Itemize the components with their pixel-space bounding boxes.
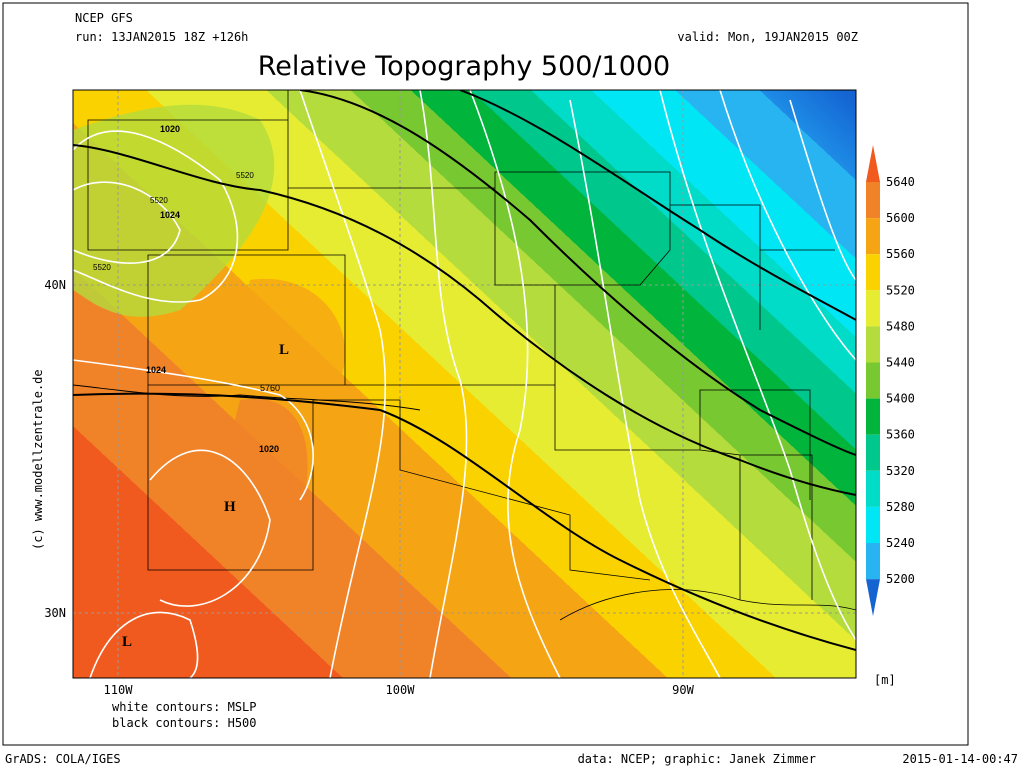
model: NCEP GFS	[75, 11, 133, 25]
colorbar-box	[866, 506, 880, 543]
colorbar-label: 5600	[886, 211, 915, 225]
map-label: 5760	[260, 383, 280, 393]
map-label: L	[122, 634, 132, 650]
colorbar-label: 5400	[886, 392, 915, 406]
credit: (c) www.modellzentrale.de	[31, 369, 45, 550]
map-label: 5520	[93, 263, 111, 272]
colorbar-label: 5480	[886, 319, 915, 333]
field-patch	[220, 398, 308, 541]
colorbar-unit: [m]	[874, 673, 896, 687]
colorbar-label: 5280	[886, 500, 915, 514]
colorbar-box	[866, 182, 880, 219]
legend: black contours: H500	[112, 716, 257, 730]
colorbar: 5640 5600 5560 5520 5480 5440 5400 5360 5320 5280…	[866, 145, 915, 617]
colorbar-label: 5360	[886, 428, 915, 442]
valid: valid: Mon, 19JAN2015 00Z	[677, 30, 858, 44]
map-label: 5520	[236, 171, 254, 180]
footer-left: GrADS: COLA/IGES	[5, 752, 121, 766]
colorbar-box	[866, 254, 880, 291]
colorbar-box	[866, 470, 880, 507]
y-label: 40N	[44, 278, 66, 292]
legend: white contours: MSLP	[112, 700, 257, 714]
colorbar-label: 5200	[886, 572, 915, 586]
field-patch	[240, 278, 346, 390]
colorbar-label: 5640	[886, 175, 915, 189]
mslp-contours	[73, 90, 856, 678]
h500-contours	[73, 90, 856, 651]
map-label: 1024	[146, 365, 166, 375]
frame	[2, 2, 969, 746]
footer-right: 2015-01-14-00:47	[902, 752, 1018, 766]
title: Relative Topography 500/1000	[258, 51, 671, 82]
map-label: 1024	[160, 210, 180, 220]
x-label: 90W	[672, 683, 694, 697]
colorbar-label: 5520	[886, 283, 915, 297]
run: run: 13JAN2015 18Z +126h	[75, 30, 248, 44]
colorbar-arrow	[866, 145, 880, 182]
colorbar-arrow	[866, 579, 880, 617]
colorbar-box	[866, 326, 880, 363]
colorbar-box	[866, 434, 880, 471]
map: 1020 5520 1024 5520 5520 1024 L 5760 102…	[73, 90, 856, 678]
map-label: L	[279, 342, 289, 358]
map-labels: 1020 5520 1024 5520 5520 1024 L 5760 102…	[93, 124, 289, 650]
x-label: 100W	[386, 683, 416, 697]
colorbar-label: 5440	[886, 356, 915, 370]
map-label: 5520	[150, 196, 168, 205]
footer-center: data: NCEP; graphic: Janek Zimmer	[578, 752, 816, 766]
colorbar-label: 5240	[886, 536, 915, 550]
colorbar-box	[866, 218, 880, 255]
map-label: 1020	[259, 444, 279, 454]
x-label: 110W	[104, 683, 134, 697]
colorbar-box	[866, 290, 880, 327]
map-label: H	[224, 499, 236, 515]
y-label: 30N	[44, 606, 66, 620]
colorbar-box	[866, 543, 880, 580]
colorbar-box	[866, 362, 880, 399]
colorbar-box	[866, 398, 880, 435]
colorbar-label: 5560	[886, 247, 915, 261]
map-label: 1020	[160, 124, 180, 134]
map-border	[72, 89, 857, 679]
colorbar-label: 5320	[886, 464, 915, 478]
